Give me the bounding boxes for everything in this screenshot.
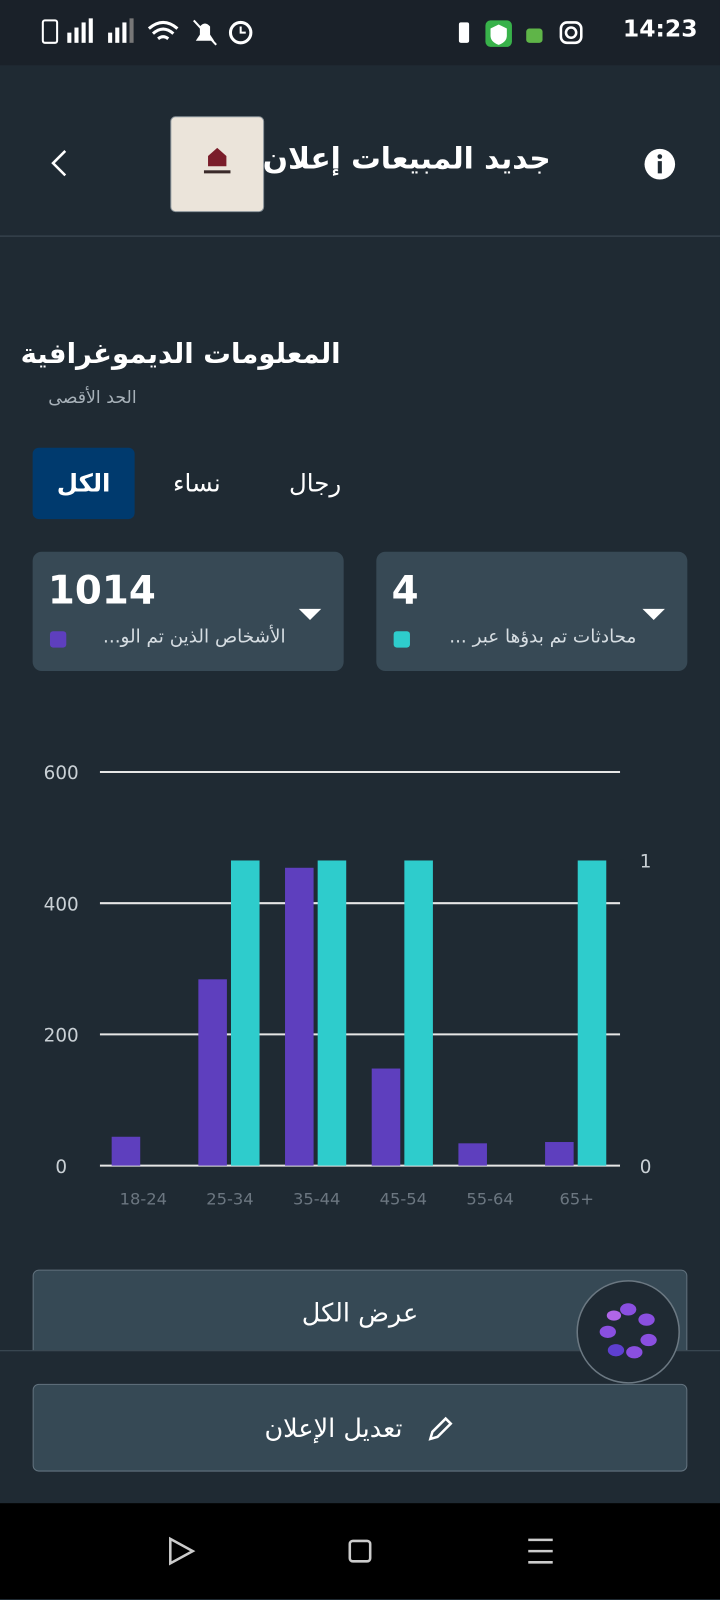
bar [230,860,260,1166]
metric-value: 1014 [47,568,156,613]
tab-men[interactable]: رجال [289,469,342,498]
y-tick-label: 200 [44,1026,79,1047]
bar [545,1142,574,1166]
bar [577,860,607,1166]
y-tick-label: 0 [55,1157,67,1178]
x-tick-label: 25-34 [206,1189,253,1208]
assistant-button[interactable] [575,1279,681,1385]
x-tick-label: 65+ [559,1189,593,1208]
bar [198,979,227,1166]
divider [0,235,720,237]
metric-value: 4 [391,568,419,613]
logo [203,147,231,174]
section-title: المعلومات الديموغرافية [20,338,341,371]
bar [317,860,347,1166]
ad-title: جديد المبيعات إعلان [262,140,551,176]
x-tick-label: 35-44 [293,1189,340,1208]
x-tick-label: 18-24 [120,1189,167,1208]
edit-ad-button[interactable]: تعديل الإعلان [32,1383,688,1472]
dropdown-arrow [642,608,665,621]
legend-swatch [49,631,67,648]
metric-label: الأشخاص الذين تم الو... [103,626,286,648]
bar [285,867,314,1166]
legend-swatch [393,631,410,648]
metric-card[interactable]: 1014 الأشخاص الذين تم الو... [32,551,344,672]
y-tick-label: 600 [44,763,79,784]
status-icons [41,18,253,46]
tab-all[interactable]: الكل [32,447,135,520]
bar [371,1068,401,1166]
navigation-bar [0,1503,720,1600]
bar [111,1136,141,1166]
x-tick-label: 45-54 [380,1189,427,1208]
status-bar: 14:23 [0,0,720,66]
clock: 14:23 [622,16,698,43]
metric-label: محادثات تم بدؤها عبر ... [449,626,637,648]
chart: 0 200 400 600 0 1 18-24 25-34 35-44 45-54 55-64 65+ [44,763,652,1208]
back-button[interactable] [41,143,82,184]
info-button[interactable] [642,147,677,182]
x-tick-label: 55-64 [466,1189,513,1208]
ad-thumbnail [170,116,265,213]
bar [458,1143,487,1166]
status-icons-right [458,20,583,47]
y2-tick-label: 0 [640,1157,652,1178]
tab-women[interactable]: نساء [173,469,221,498]
y-tick-label: 400 [44,894,79,915]
section-subtitle: الحد الأقصى [48,387,137,408]
nav-icons [169,1536,553,1566]
metric-card[interactable]: 4 محادثات تم بدؤها عبر ... [376,551,688,672]
edit-ad-label: تعديل الإعلان [264,1413,403,1444]
bar [404,860,433,1166]
pencil-icon [428,1416,453,1441]
dropdown-arrow [298,608,322,621]
y2-tick-label: 1 [640,852,652,873]
